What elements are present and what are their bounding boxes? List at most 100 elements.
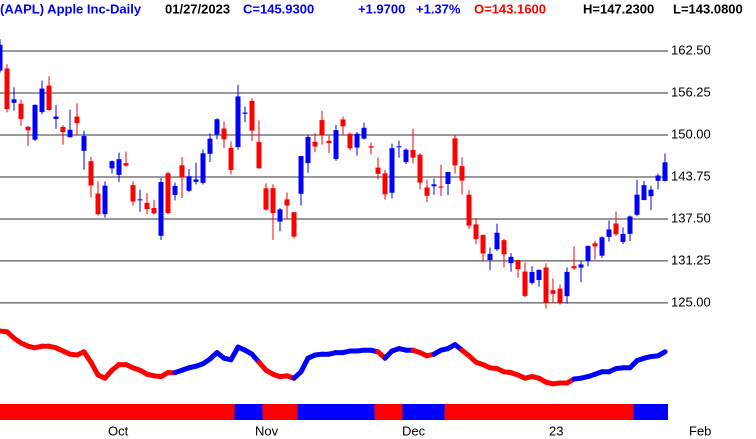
strip-cell [409, 404, 417, 420]
strip-cell [318, 404, 326, 420]
strip-cell [367, 404, 375, 420]
candle-body [396, 146, 402, 148]
strip-cell [374, 404, 382, 420]
candle-body [137, 199, 143, 201]
candle-body [74, 116, 80, 124]
candle-body [438, 186, 444, 188]
candle-body [648, 189, 654, 197]
strip-cell [157, 404, 165, 420]
header-change-pct: +1.37% [416, 1, 461, 16]
candle-body [95, 193, 101, 215]
strip-cell [255, 404, 263, 420]
strip-cell [353, 404, 361, 420]
candle-body [627, 216, 633, 234]
strip-cell [248, 404, 256, 420]
y-tick-label: 131.25 [671, 252, 711, 267]
trend-strip [0, 404, 668, 420]
strip-cell [465, 404, 473, 420]
header-open: O=143.1600 [474, 1, 546, 16]
candle-body [25, 126, 31, 131]
strip-cell [605, 404, 613, 420]
strip-cell [206, 404, 214, 420]
candle-body [571, 266, 577, 269]
strip-cell [185, 404, 193, 420]
y-tick-label: 125.00 [671, 294, 711, 309]
strip-cell [115, 404, 123, 420]
strip-cell [416, 404, 424, 420]
strip-cell [619, 404, 627, 420]
strip-cell [472, 404, 480, 420]
strip-cell [612, 404, 620, 420]
strip-cell [213, 404, 221, 420]
candle-body [424, 187, 430, 196]
strip-cell [661, 404, 668, 420]
strip-cell [199, 404, 207, 420]
candle-body [515, 260, 521, 270]
strip-cell [129, 404, 137, 420]
strip-cell [584, 404, 592, 420]
candle-body [102, 185, 108, 215]
x-tick-label: 23 [549, 423, 563, 438]
candle-body [634, 194, 640, 215]
strip-cell [430, 404, 438, 420]
candle-body [284, 199, 290, 206]
header-close: C=145.9300 [243, 1, 314, 16]
x-tick-label: Dec [402, 423, 426, 438]
y-tick-label: 143.75 [671, 168, 711, 183]
strip-cell [122, 404, 130, 420]
candle-body [172, 185, 178, 195]
strip-cell [38, 404, 46, 420]
y-tick-label: 137.50 [671, 210, 711, 225]
strip-cell [262, 404, 270, 420]
candle-body [67, 129, 73, 138]
candle-body [326, 140, 332, 144]
strip-cell [17, 404, 25, 420]
strip-cell [73, 404, 81, 420]
candle-body [242, 112, 248, 114]
strip-cell [654, 404, 662, 420]
strip-cell [423, 404, 431, 420]
candle-body [109, 161, 115, 169]
x-tick-label: Nov [255, 423, 279, 438]
indicator [0, 328, 668, 387]
candle-body [606, 229, 612, 237]
strip-cell [108, 404, 116, 420]
strip-cell [570, 404, 578, 420]
candle-body [39, 88, 45, 113]
strip-cell [171, 404, 179, 420]
candle-body [368, 146, 374, 148]
candle-body [277, 209, 283, 222]
header: (AAPL) Apple Inc-Daily 01/27/2023 C=145.… [0, 1, 743, 16]
strip-cell [542, 404, 550, 420]
y-tick-label: 156.25 [671, 84, 711, 99]
strip-cell [458, 404, 466, 420]
strip-cell [640, 404, 648, 420]
strip-cell [136, 404, 144, 420]
strip-cell [388, 404, 396, 420]
candle-body [158, 182, 164, 236]
candle-body [249, 100, 255, 131]
candle-body [347, 133, 353, 149]
strip-cell [535, 404, 543, 420]
y-tick-label: 162.50 [671, 42, 711, 57]
strip-cell [528, 404, 536, 420]
candle-body [32, 104, 38, 140]
candle-body [179, 165, 185, 177]
candle-body [165, 173, 171, 214]
candle-body [305, 136, 311, 164]
strip-cell [87, 404, 95, 420]
candle-body [319, 120, 325, 135]
indicator-segment [298, 355, 311, 375]
candle-body [298, 155, 304, 194]
candle-body [382, 173, 388, 195]
strip-cell [269, 404, 277, 420]
strip-cell [381, 404, 389, 420]
strip-cell [556, 404, 564, 420]
strip-cell [66, 404, 74, 420]
strip-cell [52, 404, 60, 420]
strip-cell [24, 404, 32, 420]
candle-body [585, 245, 591, 261]
candle-body [81, 136, 87, 151]
chart-title: (AAPL) Apple Inc-Daily [0, 1, 142, 16]
candle-body [263, 188, 269, 210]
